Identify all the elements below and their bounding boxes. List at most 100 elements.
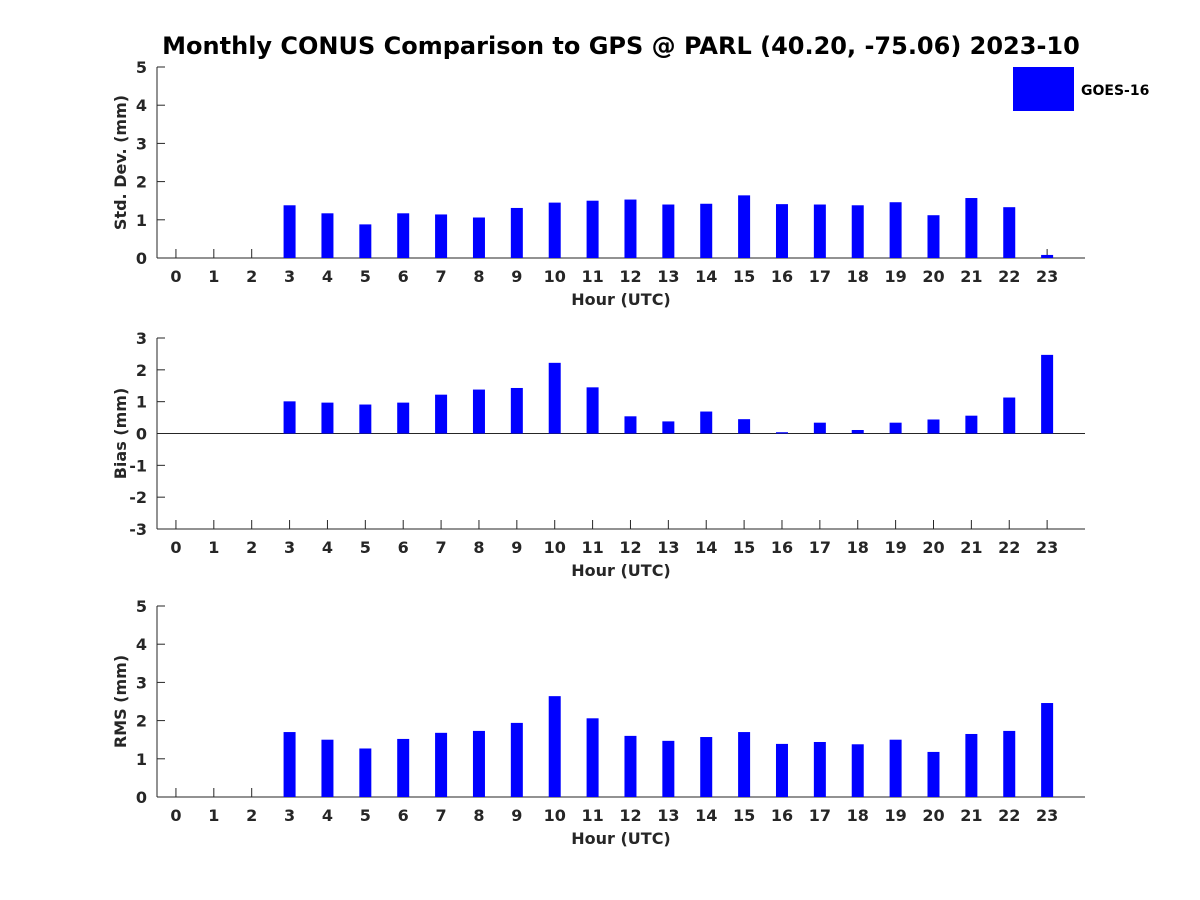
x-tick-label: 4 [322,538,333,557]
x-tick-label: 8 [473,267,484,286]
x-tick-label: 21 [960,806,982,825]
x-tick-label: 22 [998,806,1020,825]
y-tick-label: 5 [136,597,147,616]
bar-hour-11 [586,387,599,434]
y-tick-label: 2 [136,712,147,731]
bar-hour-10 [548,696,561,797]
y-tick-label: 0 [136,249,147,268]
x-tick-label: 9 [511,267,522,286]
bar-hour-15 [738,195,751,258]
x-tick-label: 6 [398,267,409,286]
bar-hour-19 [889,202,902,258]
x-tick-label: 11 [581,267,603,286]
x-tick-label: 4 [322,267,333,286]
bar-hour-4 [321,402,334,434]
x-tick-label: 10 [544,538,566,557]
y-tick-label: 2 [136,173,147,192]
x-tick-label: 1 [208,538,219,557]
x-tick-label: 17 [809,538,831,557]
y-axis-label: Std. Dev. (mm) [111,95,130,230]
y-tick-label: 3 [136,673,147,692]
x-tick-label: 19 [884,806,906,825]
x-tick-label: 2 [246,806,257,825]
bar-hour-10 [548,362,561,434]
bar-hour-12 [624,416,637,434]
bar-hour-16 [775,432,788,434]
bar-hour-19 [889,422,902,434]
x-tick-label: 19 [884,538,906,557]
y-tick-label: 3 [136,134,147,153]
x-tick-label: 12 [619,806,641,825]
x-tick-label: 16 [771,806,793,825]
bar-hour-14 [700,737,713,797]
bar-hour-22 [1003,397,1016,434]
x-tick-label: 20 [922,267,944,286]
x-axis-label: Hour (UTC) [571,829,671,848]
bar-hour-20 [927,215,940,258]
x-tick-label: 11 [581,806,603,825]
bar-hour-3 [283,732,296,797]
x-tick-label: 6 [398,806,409,825]
y-tick-label: 0 [136,425,147,444]
x-tick-label: 12 [619,267,641,286]
bar-hour-15 [738,732,751,797]
y-tick-label: 1 [136,750,147,769]
x-tick-label: 21 [960,538,982,557]
legend-swatch [1013,67,1074,111]
x-tick-label: 18 [847,267,869,286]
x-tick-label: 6 [398,538,409,557]
bar-hour-13 [662,740,675,797]
x-tick-label: 8 [473,538,484,557]
x-tick-label: 22 [998,538,1020,557]
y-tick-label: 5 [136,58,147,77]
y-tick-label: 3 [136,329,147,348]
x-tick-label: 13 [657,267,679,286]
bar-hour-14 [700,203,713,258]
bar-hour-4 [321,213,334,258]
bar-hour-18 [851,429,864,434]
x-tick-label: 9 [511,806,522,825]
x-tick-label: 15 [733,267,755,286]
x-tick-label: 5 [360,267,371,286]
bar-hour-9 [510,207,523,258]
x-tick-label: 4 [322,806,333,825]
x-tick-label: 0 [170,806,181,825]
bar-hour-21 [965,198,978,258]
x-tick-label: 11 [581,538,603,557]
bar-hour-22 [1003,207,1016,258]
bar-hour-12 [624,735,637,797]
bar-hour-14 [700,411,713,434]
bar-hour-13 [662,204,675,258]
x-tick-label: 0 [170,267,181,286]
x-tick-label: 10 [544,806,566,825]
bar-hour-23 [1041,354,1054,434]
bar-hour-6 [397,402,410,434]
bar-hour-5 [359,748,372,797]
bar-hour-12 [624,199,637,258]
bar-hour-13 [662,421,675,434]
bar-hour-19 [889,739,902,797]
x-tick-label: 17 [809,806,831,825]
x-tick-label: 16 [771,538,793,557]
bar-hour-15 [738,419,751,434]
bar-hour-17 [813,204,826,258]
x-tick-label: 21 [960,267,982,286]
bar-hour-9 [510,387,523,434]
y-tick-label: 1 [136,211,147,230]
x-tick-label: 20 [922,538,944,557]
x-tick-label: 23 [1036,538,1058,557]
bar-hour-17 [813,741,826,797]
x-tick-label: 13 [657,806,679,825]
bar-hour-6 [397,738,410,797]
bar-hour-5 [359,224,372,258]
x-tick-label: 9 [511,538,522,557]
y-tick-label: 1 [136,393,147,412]
x-tick-label: 5 [360,538,371,557]
bar-hour-7 [435,394,448,434]
y-tick-label: -1 [129,456,147,475]
